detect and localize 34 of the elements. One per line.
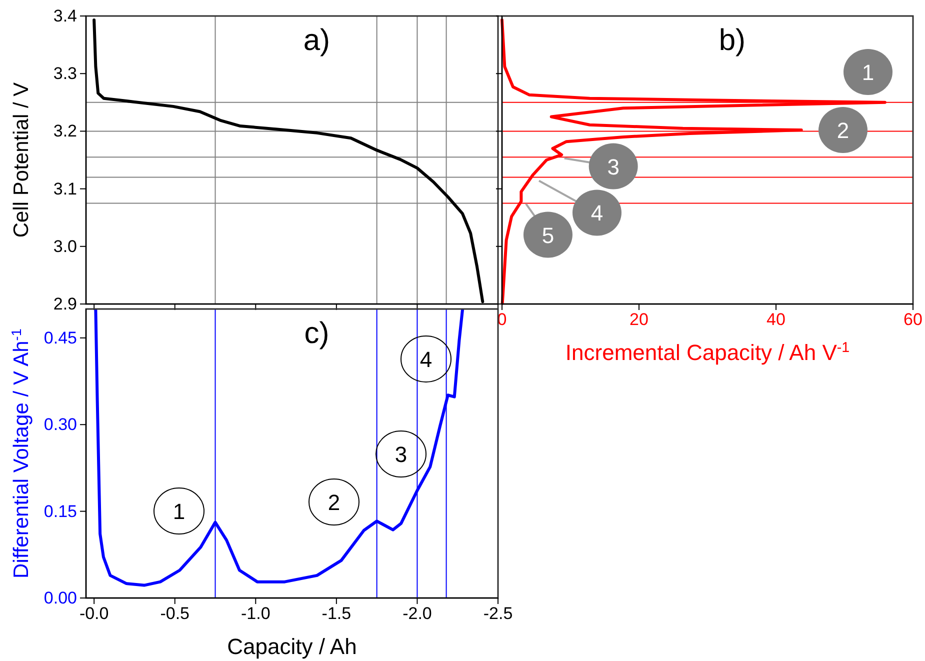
x-axis-title: Capacity / Ah — [227, 634, 357, 659]
x-tick-label: 60 — [904, 310, 922, 330]
annotation: 3 — [607, 154, 620, 180]
y-axis-title: Cell Potential / V — [10, 82, 33, 238]
x-tick-label: -1.5 — [322, 604, 352, 624]
annotation: 4 — [420, 347, 432, 372]
chart-title: b) — [718, 24, 746, 57]
y-tick-label: 0.45 — [44, 328, 77, 348]
annotation: 1 — [172, 499, 186, 524]
x-tick-label: 20 — [630, 310, 648, 330]
annotation: 3 — [394, 442, 408, 467]
y-tick-label: 3.1 — [53, 179, 77, 198]
y-tick-label: 0.15 — [44, 502, 77, 521]
annotation: 1 — [862, 60, 874, 85]
y-tick-label: 3.0 — [53, 236, 77, 256]
x-tick-label: -1.0 — [241, 604, 270, 624]
chart-title: c) — [304, 317, 330, 350]
annotation: 2 — [328, 490, 340, 515]
annotation: 4 — [590, 200, 604, 226]
x-tick-label: -0.5 — [160, 604, 190, 624]
y-tick-label: 3.4 — [53, 6, 77, 26]
y-tick-label: 0.00 — [44, 588, 77, 608]
x-tick-label: -2.0 — [402, 604, 432, 624]
annotation: 2 — [836, 118, 850, 143]
x-tick-label: -0.0 — [79, 604, 109, 624]
y-tick-label: 3.2 — [53, 122, 77, 141]
y-tick-label: 0.30 — [44, 415, 77, 434]
chart-title: a) — [303, 24, 330, 57]
annotation: 5 — [542, 222, 554, 248]
x-axis-title: Incremental Capacity / Ah V$^{-1}$ — [565, 340, 850, 365]
y-tick-label: 3.3 — [53, 64, 77, 84]
x-tick-label: 40 — [766, 310, 786, 330]
y-tick-label: 2.9 — [53, 294, 77, 314]
x-tick-label: -2.5 — [483, 604, 513, 624]
